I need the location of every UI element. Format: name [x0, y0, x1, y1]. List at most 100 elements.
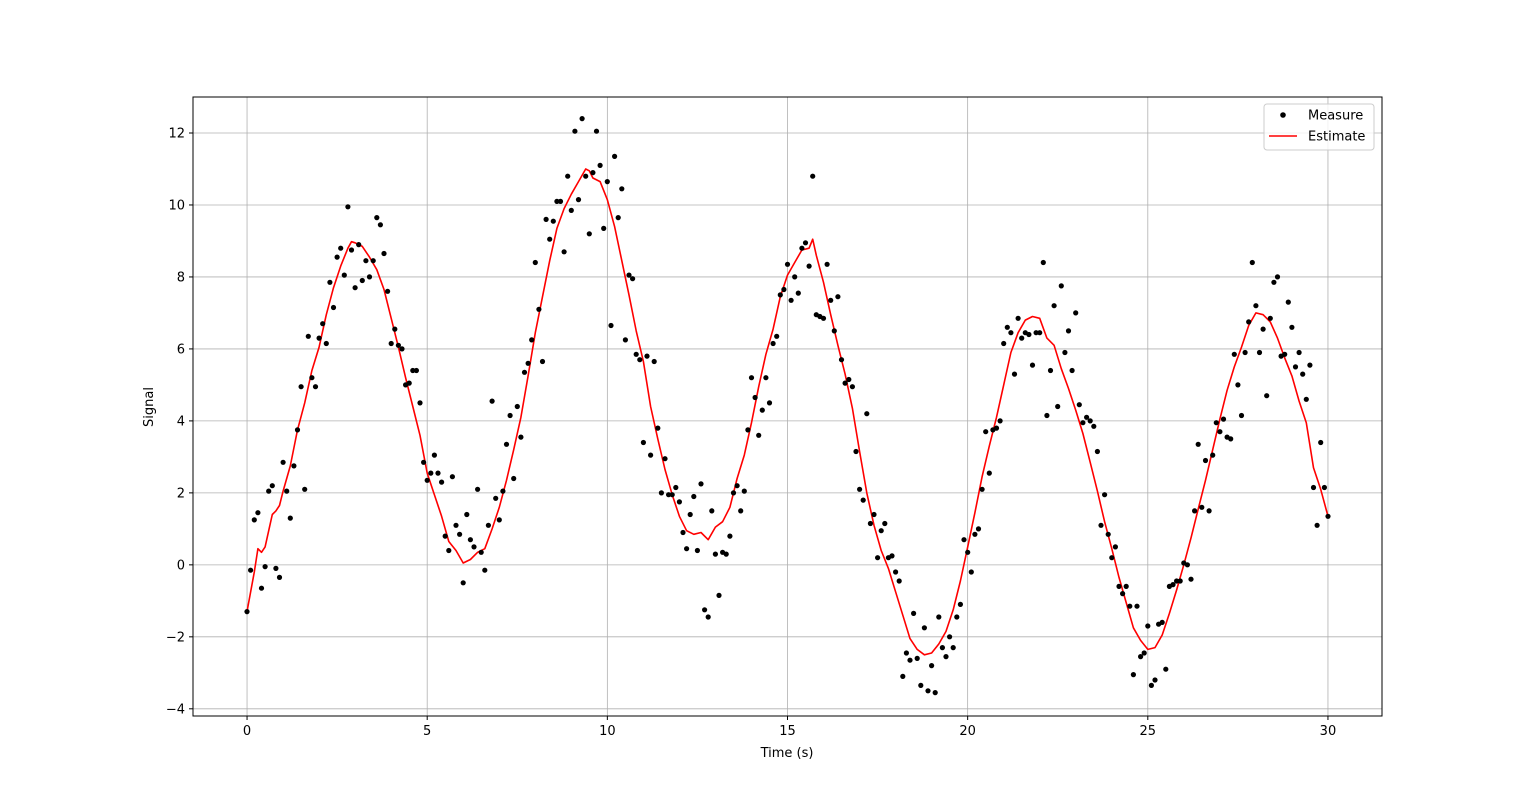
measure-point: [986, 470, 992, 476]
y-axis-label: Signal: [142, 387, 157, 427]
measure-point: [993, 425, 1000, 431]
measure-point: [1127, 603, 1133, 609]
measure-point: [291, 463, 297, 469]
measure-point: [1065, 328, 1072, 334]
legend-box: [1263, 103, 1375, 151]
measure-point: [893, 569, 899, 575]
measure-point: [1210, 452, 1216, 458]
measure-point: [1080, 420, 1086, 426]
measure-point: [900, 673, 906, 680]
measure-point: [1138, 654, 1144, 660]
measure-point: [320, 321, 326, 327]
measure-point: [918, 682, 924, 689]
measure-point: [947, 634, 953, 640]
measure-point: [316, 335, 322, 341]
measure-point: [1109, 555, 1115, 561]
measure-point: [471, 544, 477, 550]
measure-point: [266, 488, 272, 494]
measure-point: [1047, 367, 1054, 374]
measure-point: [309, 375, 315, 381]
measure-point: [1076, 402, 1082, 408]
measure-point: [586, 231, 592, 237]
measure-point: [875, 555, 881, 561]
measure-point: [612, 153, 618, 159]
measure-point: [507, 412, 513, 419]
measure-point: [305, 333, 311, 339]
measure-point: [1213, 420, 1219, 426]
measure-point: [709, 508, 715, 514]
measure-point: [554, 198, 560, 204]
measure-point: [756, 432, 762, 438]
measure-point: [514, 403, 520, 410]
measure-point: [1188, 576, 1194, 582]
measure-point: [950, 645, 956, 651]
measure-point: [846, 376, 852, 383]
measure-point: [244, 609, 250, 615]
measure-point: [1253, 303, 1259, 309]
measure-point: [593, 128, 600, 134]
measure-point: [615, 215, 621, 221]
measure-point: [604, 179, 610, 185]
measure-point: [525, 360, 531, 366]
measure-point: [1231, 351, 1237, 357]
measure-point: [1206, 508, 1212, 514]
measure-point: [911, 610, 917, 617]
measure-point: [957, 601, 964, 608]
measure-point: [824, 261, 830, 267]
legend: Measure Estimate: [1263, 103, 1375, 151]
measure-point: [1112, 544, 1118, 550]
measure-point: [385, 288, 391, 294]
measure-point: [975, 526, 982, 532]
measure-point: [1069, 367, 1075, 374]
measure-point: [860, 497, 866, 503]
measure-point: [280, 459, 286, 465]
x-tick-label: 15: [779, 724, 796, 739]
measure-point: [1159, 619, 1165, 626]
measure-point: [428, 470, 434, 476]
measure-point: [903, 650, 910, 656]
measure-point: [1271, 279, 1277, 285]
measure-point: [496, 517, 502, 523]
measure-point: [864, 411, 870, 417]
y-tick-label: 0: [177, 558, 185, 573]
measure-point: [651, 358, 657, 365]
measure-point: [1321, 484, 1327, 491]
measure-point: [712, 551, 719, 557]
measure-point: [356, 242, 362, 248]
measure-point: [745, 427, 751, 433]
measure-point: [327, 279, 333, 285]
measure-point: [1051, 303, 1057, 309]
measure-point: [673, 484, 679, 491]
measure-point: [348, 247, 355, 253]
measure-point: [741, 488, 747, 494]
measure-point: [806, 263, 812, 269]
measure-point: [723, 551, 729, 557]
measure-point: [759, 407, 765, 413]
measure-point: [838, 357, 845, 363]
measure-point: [547, 236, 553, 242]
measure-point: [1296, 349, 1302, 356]
legend-estimate-label: Estimate: [1308, 130, 1365, 145]
measure-point: [1004, 324, 1010, 330]
x-tick-label: 10: [599, 724, 616, 739]
measure-point: [965, 549, 971, 555]
measure-point: [1249, 259, 1255, 266]
measure-point: [352, 285, 358, 291]
measure-point: [478, 549, 484, 555]
measure-point: [597, 162, 603, 168]
measure-point: [1148, 682, 1154, 689]
measure-point: [1325, 513, 1331, 519]
measure-point: [1285, 299, 1291, 305]
measure-point: [1174, 578, 1180, 584]
measure-point: [788, 297, 794, 303]
measure-point: [619, 186, 625, 192]
measure-point: [770, 340, 776, 347]
measure-point: [842, 380, 848, 386]
y-tick-label: 2: [177, 486, 185, 501]
measure-point: [1145, 623, 1151, 629]
measure-point: [1044, 412, 1050, 419]
legend-measure-label: Measure: [1308, 109, 1363, 124]
measure-point: [694, 547, 701, 554]
measure-point: [464, 511, 470, 518]
measure-point: [644, 353, 650, 359]
